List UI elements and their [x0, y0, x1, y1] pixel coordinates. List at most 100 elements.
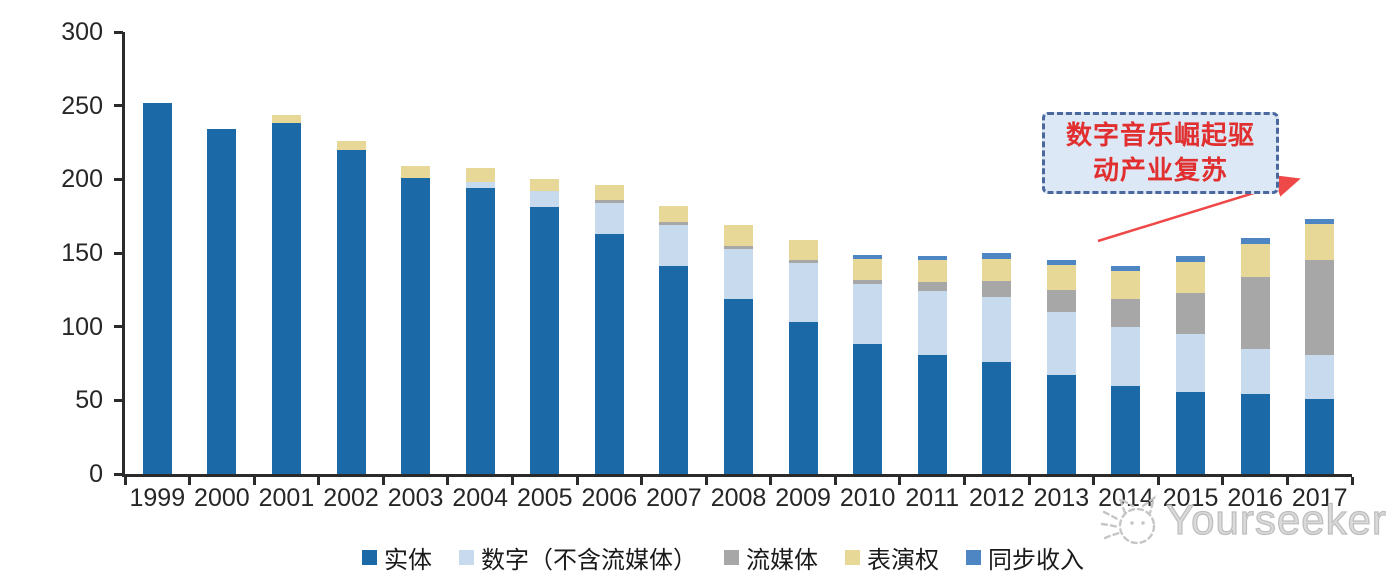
bar-segment [917, 282, 947, 292]
bar-segment [1046, 264, 1076, 290]
bar-segment [1305, 219, 1335, 224]
x-axis-tick [1027, 477, 1031, 485]
bar-segment [1176, 334, 1206, 392]
x-axis-tick [640, 477, 644, 485]
plot-area: 0 50 100 150 200 250 300 1999 2000 2001 2002 2003 20… [61, 18, 1354, 512]
x-axis-tick-label: 2004 [452, 484, 508, 512]
x-axis-tick-label: 2012 [969, 484, 1025, 512]
legend-label: 数字（不含流媒体） [481, 547, 697, 574]
bar-segment [1240, 244, 1270, 277]
bar-segment [271, 114, 301, 124]
watermark-text: Yourseeker [1165, 495, 1387, 543]
bar-segment [336, 149, 366, 474]
x-axis-tick-label: 2015 [1162, 484, 1219, 512]
x-axis-tick-label: 2009 [775, 484, 831, 512]
bar-segment [1240, 238, 1270, 245]
y-axis-tick [114, 30, 123, 34]
bar-segment [788, 322, 818, 474]
bar-segment [465, 167, 495, 183]
bar-segment [594, 233, 624, 474]
bar-segment [659, 266, 689, 474]
x-axis-tick [898, 477, 902, 485]
legend-label: 实体 [384, 547, 432, 574]
x-axis-tick [510, 477, 514, 485]
bar-segment [1305, 260, 1335, 355]
legend-item: 数字（不含流媒体） [459, 540, 697, 575]
bar-segment [982, 253, 1012, 259]
x-axis-tick [123, 477, 127, 485]
bar-segment [1305, 354, 1335, 399]
bar-segment [1176, 292, 1206, 335]
bar-segment [982, 362, 1012, 474]
bar-segment [1111, 266, 1141, 271]
bar-segment [982, 258, 1012, 281]
bar-segment [853, 258, 883, 280]
bar-segment [659, 205, 689, 223]
x-axis-tick-label: 2008 [710, 484, 767, 512]
legend-item: 实体 [362, 540, 432, 575]
x-axis-tick [1285, 477, 1289, 485]
bar-segment [1176, 255, 1206, 262]
legend-swatch [966, 550, 981, 565]
x-axis-tick-label: 2002 [323, 484, 379, 512]
bar-segment [401, 177, 431, 474]
y-axis-tick-label: 100 [61, 312, 103, 341]
bar-segment [1111, 298, 1141, 327]
bar-segment [207, 129, 237, 474]
x-axis-tick-label: 2007 [646, 484, 702, 512]
bar-segment [659, 222, 689, 226]
x-axis-tick [446, 477, 450, 485]
y-axis-tick [114, 472, 123, 476]
y-axis-tick-label: 250 [61, 91, 103, 120]
bar-segment [594, 199, 624, 203]
legend-swatch [724, 550, 739, 565]
annotation-text-line1: 数字音乐崛起驱 [1065, 120, 1255, 150]
bar-segment [724, 248, 753, 299]
bar-segment [1240, 348, 1270, 395]
bar-segment [724, 245, 753, 249]
bar-segment [1176, 391, 1206, 474]
bar-segment [853, 344, 883, 474]
y-axis-tick-label: 0 [89, 460, 103, 488]
y-axis-tick-label: 200 [61, 165, 103, 194]
legend-label: 表演权 [867, 547, 939, 574]
legend-item: 同步收入 [966, 540, 1084, 575]
bar-segment [401, 166, 431, 178]
x-axis-tick-label: 2010 [839, 484, 896, 512]
bar-segment [982, 297, 1012, 363]
bar-segment [917, 255, 947, 261]
y-axis-tick [114, 251, 123, 255]
x-axis-tick [575, 477, 579, 485]
yourseeker-logo-icon [1100, 495, 1157, 545]
x-axis-tick [1221, 477, 1225, 485]
bar-segment [724, 298, 753, 474]
bar-segment [1046, 260, 1076, 265]
bar-segment [1305, 223, 1335, 261]
x-axis-tick [769, 477, 773, 485]
x-axis-tick [188, 477, 192, 485]
x-axis-tick [381, 477, 385, 485]
x-axis-tick-label: 2006 [581, 484, 638, 512]
x-axis-tick-label: 1999 [129, 484, 186, 512]
bar-segment [594, 202, 624, 234]
x-axis-tick-label: 2000 [194, 484, 250, 512]
bar-segment [1046, 375, 1076, 474]
x-axis-tick-label: 2013 [1033, 484, 1090, 512]
bar-segment [465, 182, 495, 189]
bar-segment [1111, 270, 1141, 299]
x-axis-tick-label: 2001 [258, 484, 315, 512]
bar-segment [142, 102, 172, 474]
y-axis-tick [114, 325, 123, 329]
x-axis-tick-label: 2005 [516, 484, 573, 512]
x-axis-tick [833, 477, 837, 485]
x-axis-tick-label: 2014 [1098, 484, 1154, 512]
legend-label: 流媒体 [746, 547, 818, 574]
legend: 实体 数字（不含流媒体） 流媒体 表演权 同步收入 [362, 540, 1084, 575]
legend-item: 表演权 [845, 540, 939, 575]
bar-segment [1240, 276, 1270, 349]
bar-segment [1046, 311, 1076, 376]
y-axis-tick-label: 300 [61, 18, 103, 46]
legend-label: 同步收入 [988, 547, 1084, 574]
legend-swatch [459, 550, 474, 565]
